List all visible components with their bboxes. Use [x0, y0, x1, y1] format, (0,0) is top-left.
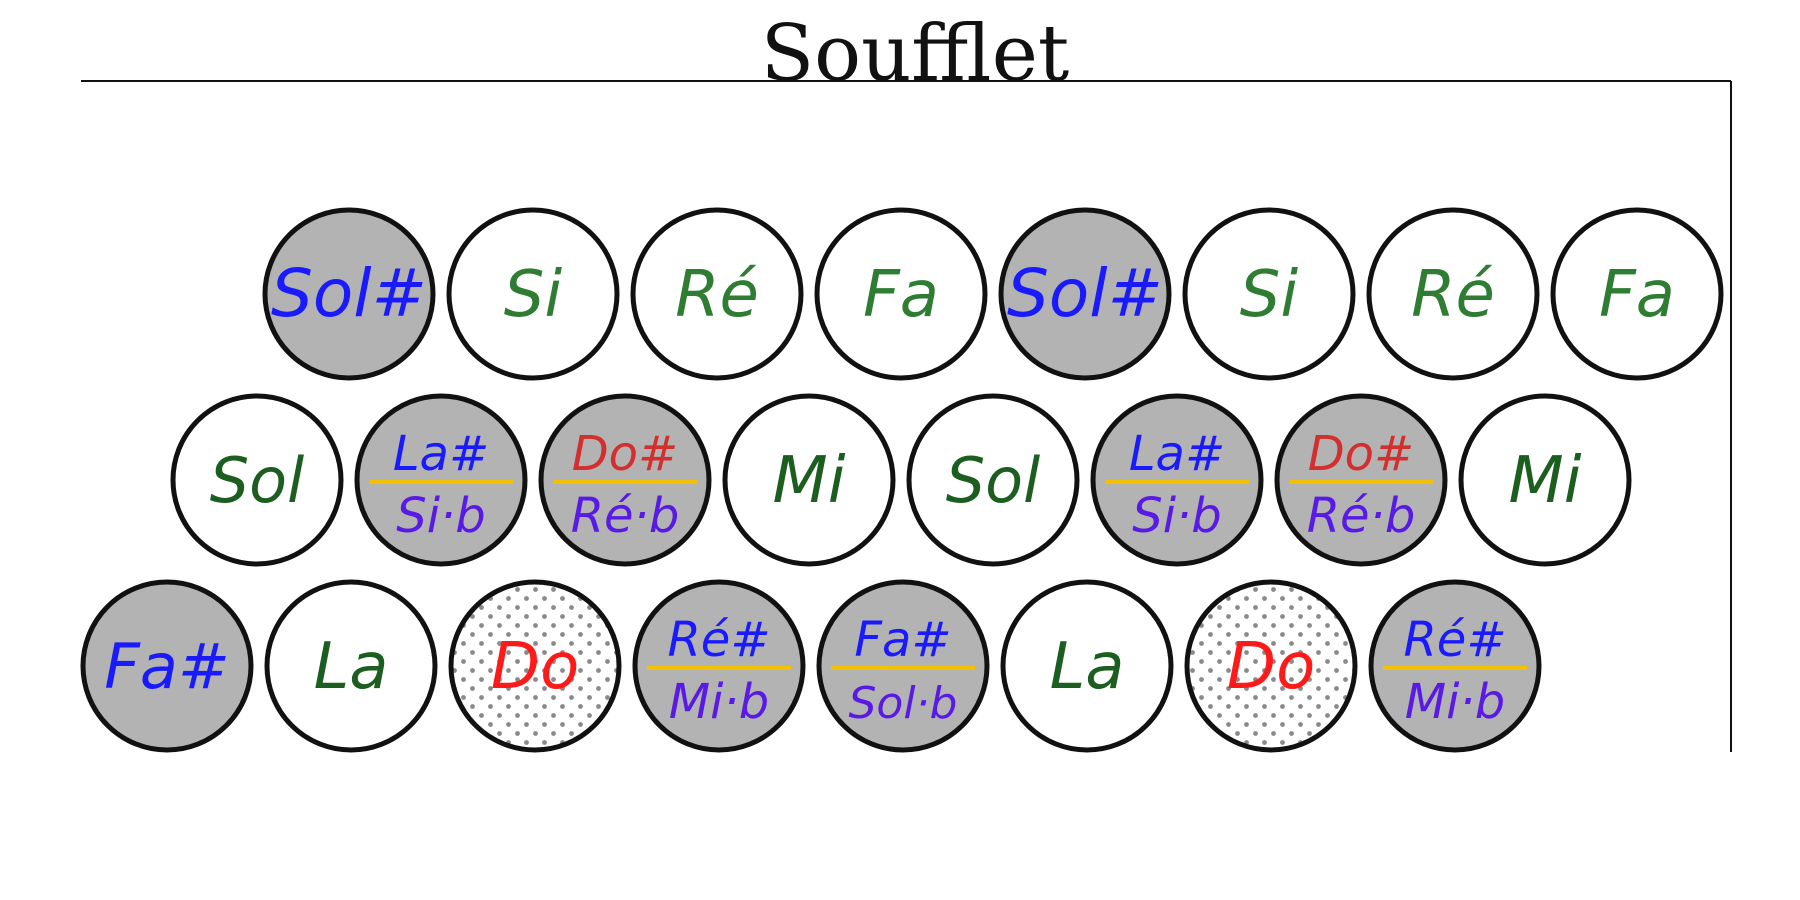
note-button-middle-3: Do# Ré·b	[538, 393, 712, 567]
note-button-middle-6: La# Si·b	[1090, 393, 1264, 567]
note-button-middle-2: La# Si·b	[354, 393, 528, 567]
note-button-middle-7: Do# Ré·b	[1274, 393, 1448, 567]
button-circle	[1182, 207, 1356, 381]
note-label: La	[314, 630, 389, 704]
note-label: Si	[504, 258, 563, 332]
note-button-middle-8: Mi	[1458, 393, 1632, 567]
note-label-sharp: Fa#	[854, 612, 951, 668]
note-label: Sol#	[271, 255, 427, 332]
note-label-flat: Si·b	[1132, 488, 1222, 544]
note-label-sharp: Do#	[572, 426, 679, 482]
button-circle	[814, 207, 988, 381]
note-label: Sol	[946, 444, 1041, 517]
note-label: Fa#	[104, 630, 230, 703]
note-label-flat: Mi·b	[669, 674, 769, 730]
button-circle	[1550, 207, 1724, 381]
button-circle	[998, 207, 1172, 381]
note-label: Fa	[1599, 258, 1675, 332]
note-label-sharp: Ré#	[1403, 612, 1506, 668]
note-button-top-4: Fa	[814, 207, 988, 381]
note-label: Si	[1240, 258, 1299, 332]
note-label-sharp: La#	[393, 426, 489, 482]
button-circle	[1000, 579, 1174, 753]
note-button-top-2: Si	[446, 207, 620, 381]
button-grid: Sol# Si Ré Fa Sol# Si Ré Fa Sol La# Si·b Do# Ré·b Mi S…	[80, 207, 1724, 753]
note-label: Sol#	[1007, 255, 1163, 332]
button-circle	[264, 579, 438, 753]
button-circle	[630, 207, 804, 381]
note-label-sharp: Ré#	[667, 612, 770, 668]
button-circle	[1184, 579, 1358, 753]
note-button-top-8: Fa	[1550, 207, 1724, 381]
button-circle	[1366, 207, 1540, 381]
note-label-sharp: La#	[1129, 426, 1225, 482]
note-label: Ré	[675, 258, 759, 332]
note-label-flat: Sol·b	[849, 678, 958, 729]
note-label: Do	[491, 630, 579, 704]
note-label-flat: Mi·b	[1405, 674, 1505, 730]
button-circle	[448, 579, 622, 753]
note-button-top-6: Si	[1182, 207, 1356, 381]
note-button-bottom-7: Do	[1184, 579, 1358, 753]
note-button-middle-5: Sol	[906, 393, 1080, 567]
note-label: Do	[1227, 630, 1315, 704]
note-button-top-5: Sol#	[998, 207, 1172, 381]
note-label: Mi	[1509, 444, 1582, 518]
note-button-bottom-1: Fa#	[80, 579, 254, 753]
diagram-title: Soufflet	[761, 9, 1070, 99]
note-button-bottom-4: Ré# Mi·b	[632, 579, 806, 753]
note-label-flat: Si·b	[396, 488, 486, 544]
note-button-top-3: Ré	[630, 207, 804, 381]
button-circle	[722, 393, 896, 567]
note-label: Sol	[210, 444, 305, 517]
note-button-top-1: Sol#	[262, 207, 436, 381]
note-button-bottom-5: Fa# Sol·b	[816, 579, 990, 753]
note-button-middle-4: Mi	[722, 393, 896, 567]
button-circle	[446, 207, 620, 381]
button-circle	[1458, 393, 1632, 567]
note-button-bottom-3: Do	[448, 579, 622, 753]
note-label-flat: Ré·b	[571, 488, 680, 544]
note-button-middle-1: Sol	[170, 393, 344, 567]
note-button-top-7: Ré	[1366, 207, 1540, 381]
note-label: Mi	[773, 444, 846, 518]
button-circle	[80, 579, 254, 753]
note-label: La	[1050, 630, 1125, 704]
note-label: Fa	[863, 258, 939, 332]
note-button-bottom-8: Ré# Mi·b	[1368, 579, 1542, 753]
note-button-bottom-2: La	[264, 579, 438, 753]
note-label-flat: Ré·b	[1307, 488, 1416, 544]
note-button-bottom-6: La	[1000, 579, 1174, 753]
note-label: Ré	[1411, 258, 1495, 332]
note-label-sharp: Do#	[1308, 426, 1415, 482]
button-circle	[170, 393, 344, 567]
button-circle	[906, 393, 1080, 567]
button-circle	[262, 207, 436, 381]
